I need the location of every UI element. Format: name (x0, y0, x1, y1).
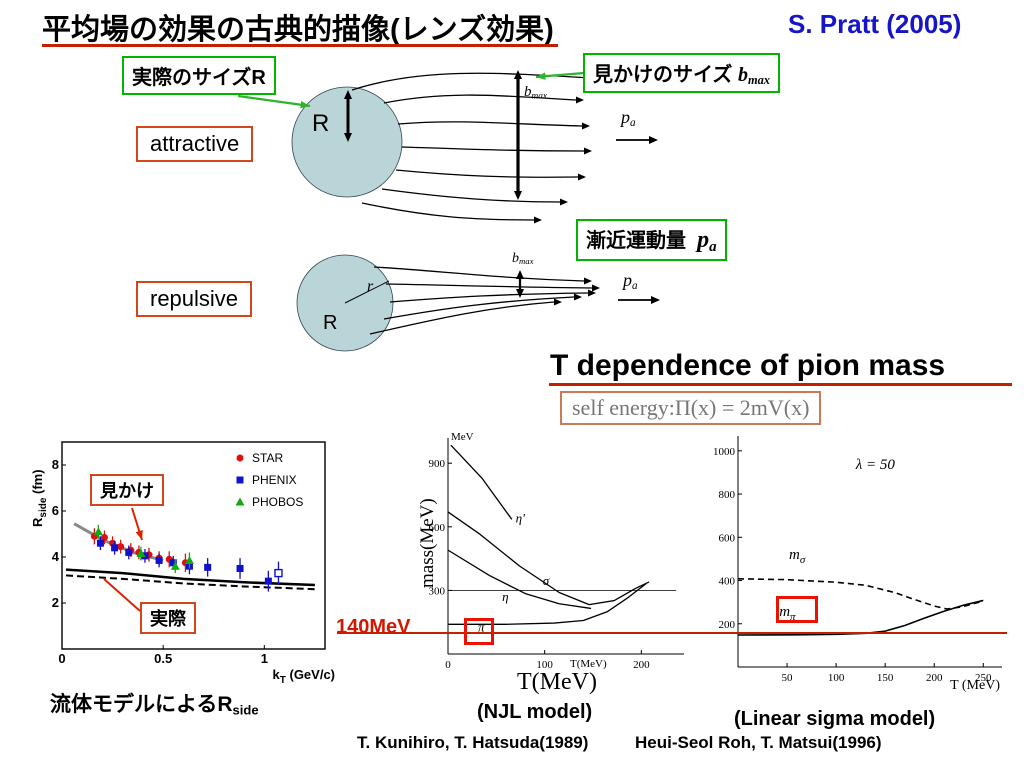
apparent-size-label: 見かけのサイズ bmax (583, 53, 780, 94)
svg-text:150: 150 (877, 672, 894, 684)
pi-highlight-box (464, 618, 494, 645)
bmax-sub: max (531, 91, 548, 102)
svg-text:1: 1 (261, 651, 268, 666)
svg-text:400: 400 (719, 576, 736, 588)
svg-text:λ = 50: λ = 50 (855, 457, 896, 473)
svg-text:0: 0 (445, 659, 451, 671)
svg-text:PHENIX: PHENIX (252, 473, 297, 487)
pa-sub-2: a (632, 279, 638, 292)
svg-text:Rside (fm): Rside (fm) (30, 469, 49, 527)
actual-size-label: 実際のサイズR (122, 56, 276, 95)
actual-size-text: 実際のサイズR (132, 67, 266, 89)
self-energy-formula: self energy:Π(x) = 2mV(x) (560, 391, 822, 425)
svg-text:300: 300 (429, 585, 446, 597)
svg-text:600: 600 (719, 532, 736, 544)
njl-caption: (NJL model) (477, 701, 593, 723)
heading-underline (549, 383, 1012, 386)
title-underline (42, 44, 558, 47)
repulsive-label: repulsive (136, 281, 253, 317)
svg-text:η: η (502, 589, 508, 604)
svg-text:η': η' (516, 511, 525, 526)
svg-text:6: 6 (52, 503, 59, 518)
svg-text:50: 50 (782, 672, 794, 684)
page-title: 平均場の効果の古典的描像(レンズ効果) (42, 14, 554, 46)
svg-text:200: 200 (926, 672, 943, 684)
line-140mev (337, 632, 1007, 634)
svg-text:0: 0 (58, 651, 65, 666)
b-subscript: max (747, 73, 770, 88)
small-r-label: r (367, 278, 374, 295)
rside-chart: 0 0.5 1 2 4 6 8 STAR PHENIX PHOBOS kT (GeV/c) Rside… (30, 441, 335, 686)
svg-text:600: 600 (429, 522, 446, 534)
svg-text:kT (GeV/c): kT (GeV/c) (273, 667, 335, 686)
radius-R-label-attractive: R (312, 110, 330, 137)
svg-text:800: 800 (719, 489, 736, 501)
lsm-caption: (Linear sigma model) (734, 708, 936, 730)
apparent-size-text: 見かけのサイズ (593, 64, 733, 86)
citation-njl: T. Kunihiro, T. Hatsuda(1989) (357, 733, 589, 752)
credit: S. Pratt (2005) (788, 9, 962, 39)
bmax-base-2: b (512, 251, 519, 266)
asymptotic-text: 漸近運動量 (586, 230, 686, 252)
140mev-label: 140MeV (336, 616, 411, 638)
bmax-label-repulsive: bmax (512, 251, 533, 267)
svg-text:MeV: MeV (451, 431, 474, 443)
b-symbol: b (737, 64, 748, 86)
svg-text:mσ: mσ (789, 547, 806, 566)
pa-base: p (621, 107, 630, 127)
svg-text:mass(MeV): mass(MeV) (420, 498, 438, 588)
svg-text:900: 900 (429, 458, 446, 470)
mpi-highlight-box (776, 596, 818, 623)
svg-text:2: 2 (52, 595, 59, 610)
p-subscript: a (709, 238, 717, 255)
section-heading: T dependence of pion mass (550, 349, 946, 382)
pa-sub: a (630, 116, 636, 129)
bmax-label-attractive: bmax (524, 84, 547, 101)
hydro-text: 流体モデルによるR (50, 693, 233, 716)
hydro-caption: 流体モデルによるRside (50, 688, 259, 718)
attractive-label: attractive (136, 126, 254, 162)
njl-xaxis-big-label: T(MeV) (517, 669, 597, 695)
svg-text:STAR: STAR (252, 451, 283, 465)
pa-label-attractive: pa (621, 107, 636, 129)
actual-annotation: 実際 (140, 602, 196, 634)
svg-text:100: 100 (828, 672, 845, 684)
svg-text:8: 8 (52, 457, 59, 472)
asymptotic-momentum-label: 漸近運動量 pa (576, 219, 727, 261)
svg-text:0.5: 0.5 (154, 651, 172, 666)
svg-text:PHOBOS: PHOBOS (252, 495, 303, 509)
bmax-base: b (524, 84, 532, 100)
hydro-sub: side (232, 702, 259, 718)
svg-text:4: 4 (52, 549, 60, 564)
bmax-sub-2: max (519, 256, 534, 267)
svg-text:250: 250 (975, 672, 992, 684)
p-symbol: p (697, 227, 710, 253)
pa-base-2: p (623, 270, 632, 290)
svg-text:200: 200 (719, 619, 736, 631)
svg-text:200: 200 (633, 659, 650, 671)
apparent-annotation: 見かけ (90, 474, 164, 506)
svg-text:T (MeV): T (MeV) (950, 678, 1000, 693)
citation-lsm: Heui-Seol Roh, T. Matsui(1996) (635, 733, 882, 752)
pa-label-repulsive: pa (623, 270, 638, 292)
svg-text:σ: σ (543, 573, 550, 588)
svg-text:1000: 1000 (713, 446, 736, 458)
radius-R-label-repulsive: R (323, 312, 338, 334)
